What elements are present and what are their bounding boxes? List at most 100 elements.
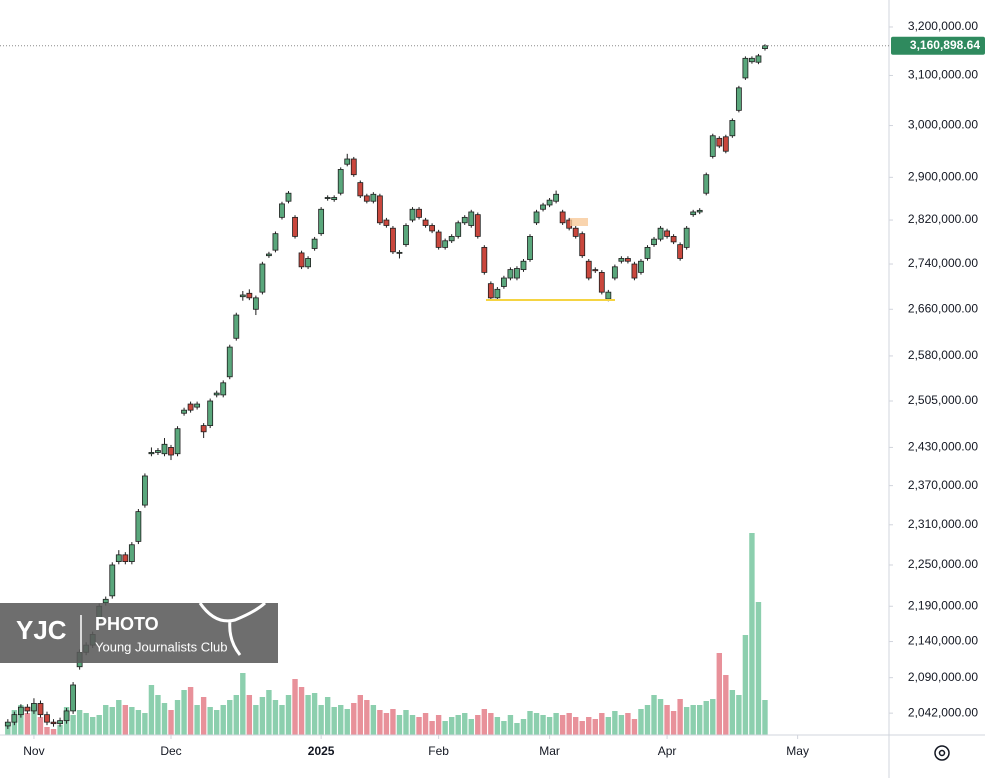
y-tick-label: 2,820,000.00 bbox=[908, 212, 978, 226]
candle-body bbox=[70, 684, 77, 712]
volume-bar bbox=[44, 727, 50, 735]
y-tick-label: 2,042,000.00 bbox=[908, 705, 978, 719]
volume-bar bbox=[344, 709, 350, 735]
candle-body bbox=[318, 208, 325, 235]
candle-body bbox=[324, 197, 331, 199]
y-tick-label: 2,580,000.00 bbox=[908, 348, 978, 362]
volume-bar bbox=[89, 717, 96, 735]
volume-bar bbox=[566, 713, 572, 735]
volume-bar bbox=[148, 685, 155, 735]
volume-bar bbox=[625, 713, 631, 735]
volume-bar bbox=[83, 713, 89, 735]
candle-body bbox=[390, 227, 396, 253]
x-tick-label: Mar bbox=[539, 744, 560, 758]
candle-body bbox=[370, 193, 377, 202]
volume-bar bbox=[220, 705, 226, 735]
volume-bar bbox=[448, 717, 455, 735]
volume-bar bbox=[377, 710, 383, 735]
settings-button[interactable] bbox=[934, 745, 950, 761]
candle-body bbox=[514, 268, 520, 279]
volume-bar bbox=[129, 707, 135, 735]
volume-bar bbox=[468, 719, 474, 735]
candle-body bbox=[461, 216, 468, 224]
candle-body bbox=[168, 447, 174, 456]
volume-bar bbox=[664, 705, 670, 735]
volume-bar bbox=[396, 715, 403, 735]
volume-bar bbox=[253, 705, 259, 735]
volume-bar bbox=[520, 719, 527, 735]
candle-body bbox=[507, 269, 514, 279]
candle-body bbox=[618, 258, 625, 262]
watermark-sub: Young Journalists Club bbox=[95, 639, 228, 654]
candle-body bbox=[207, 400, 214, 426]
candle-body bbox=[657, 227, 664, 240]
volume-bar bbox=[103, 705, 109, 735]
candle-body bbox=[481, 246, 488, 273]
volume-bar bbox=[618, 715, 625, 735]
candle-body bbox=[520, 260, 527, 271]
candle-body bbox=[122, 554, 129, 562]
volume-bar bbox=[683, 707, 690, 735]
last-price-tag bbox=[891, 36, 985, 55]
y-tick-label: 2,370,000.00 bbox=[908, 478, 978, 492]
volume-bar bbox=[540, 715, 546, 735]
volume-bar bbox=[514, 723, 520, 735]
volume-bar bbox=[703, 701, 709, 735]
volume-bar bbox=[155, 695, 161, 735]
candle-body bbox=[115, 554, 122, 562]
volume-bar bbox=[122, 705, 129, 735]
volume-bar bbox=[331, 707, 337, 735]
candle-body bbox=[135, 511, 142, 542]
volume-bar bbox=[409, 715, 416, 735]
candle-body bbox=[109, 564, 116, 597]
candle-body bbox=[161, 443, 168, 455]
candle-body bbox=[142, 475, 148, 506]
candle-body bbox=[638, 260, 644, 273]
candle-body bbox=[37, 703, 44, 716]
volume-bar bbox=[736, 695, 742, 735]
volume-bar bbox=[311, 693, 318, 735]
volume-bar bbox=[240, 673, 246, 735]
candle-body bbox=[17, 706, 24, 716]
candle-body bbox=[57, 720, 63, 725]
volume-bar bbox=[116, 700, 122, 735]
volume-bar bbox=[507, 715, 514, 735]
volume-bar bbox=[214, 710, 220, 735]
candle-body bbox=[494, 288, 501, 299]
volume-bar bbox=[501, 721, 507, 735]
candle-body bbox=[435, 231, 442, 248]
candle-body bbox=[631, 263, 638, 279]
y-tick-label: 3,200,000.00 bbox=[908, 19, 978, 33]
settings-icon-center[interactable] bbox=[938, 749, 946, 757]
candle-body bbox=[279, 203, 285, 218]
candle-body bbox=[553, 193, 560, 202]
candle-body bbox=[155, 450, 161, 453]
candle-body bbox=[213, 392, 220, 396]
candle-body bbox=[533, 211, 540, 224]
y-tick-label: 3,000,000.00 bbox=[908, 118, 978, 132]
settings-icon[interactable] bbox=[934, 745, 950, 761]
candle-body bbox=[468, 211, 475, 226]
volume-bar bbox=[272, 700, 279, 735]
volume-bar bbox=[697, 705, 703, 735]
candle-body bbox=[4, 721, 11, 727]
candle-layer bbox=[4, 44, 768, 729]
volume-bar bbox=[670, 711, 677, 735]
volume-bar bbox=[435, 715, 442, 735]
volume-bar bbox=[259, 697, 266, 735]
candle-body bbox=[337, 169, 344, 194]
candle-body bbox=[729, 120, 736, 137]
candle-body bbox=[194, 403, 201, 408]
volume-bar bbox=[690, 705, 696, 735]
candle-body bbox=[559, 211, 566, 224]
x-tick-label: Dec bbox=[160, 744, 181, 758]
candle-body bbox=[311, 238, 318, 249]
candle-body bbox=[298, 252, 305, 268]
candle-body bbox=[579, 233, 586, 257]
candle-body bbox=[644, 246, 651, 259]
candle-body bbox=[749, 57, 755, 63]
watermark-label: PHOTO bbox=[95, 614, 159, 634]
volume-bar bbox=[246, 695, 253, 735]
candle-body bbox=[266, 253, 272, 257]
